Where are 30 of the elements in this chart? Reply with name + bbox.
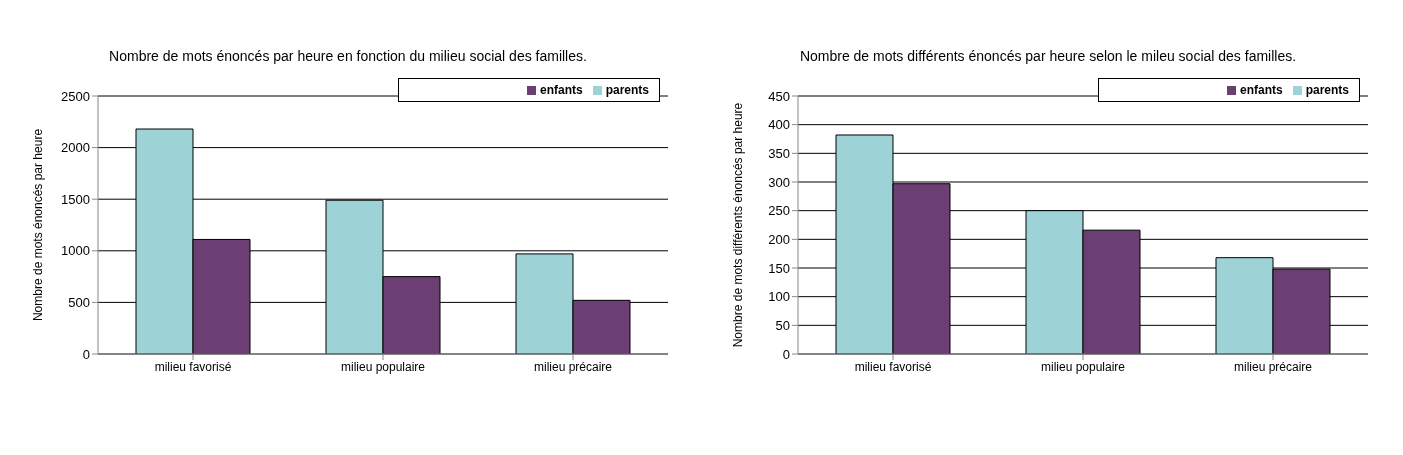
chart-title: Nombre de mots différents énoncés par heure selon le mileu social des familles. bbox=[799, 48, 1297, 64]
y-tick-label: 300 bbox=[768, 174, 790, 190]
x-tick-label: milieu populaire bbox=[340, 359, 426, 374]
y-tick-label: 200 bbox=[768, 231, 790, 247]
x-tick-label: milieu favorisé bbox=[154, 359, 232, 374]
chart-title: Nombre de mots énoncés par heure en fonction du milieu social des familles. bbox=[109, 48, 587, 64]
y-tick-label: 50 bbox=[775, 317, 790, 333]
y-tick-label: 100 bbox=[768, 289, 790, 305]
y-tick-label: 2500 bbox=[61, 88, 90, 104]
y-tick-label: 450 bbox=[768, 88, 790, 104]
y-tick-label: 1000 bbox=[61, 243, 90, 259]
x-tick-label: milieu précaire bbox=[1233, 359, 1313, 374]
y-tick-label: 500 bbox=[68, 295, 90, 311]
y-tick-label: 0 bbox=[82, 346, 90, 362]
legend-label: enfants bbox=[1239, 83, 1283, 97]
legend-label: parents bbox=[605, 83, 649, 97]
legend-label: enfants bbox=[539, 83, 583, 97]
y-tick-label: 1500 bbox=[61, 191, 90, 207]
y-tick-label: 150 bbox=[768, 260, 790, 276]
x-tick-label: milieu précaire bbox=[533, 359, 613, 374]
y-tick-label: 0 bbox=[782, 346, 790, 362]
x-tick-label: milieu populaire bbox=[1040, 359, 1126, 374]
x-tick-label: milieu favorisé bbox=[854, 359, 932, 374]
y-axis-title: Nombre de mots énoncés par heure bbox=[31, 128, 45, 322]
y-tick-label: 250 bbox=[768, 203, 790, 219]
y-tick-label: 2000 bbox=[61, 140, 90, 156]
y-tick-label: 400 bbox=[768, 117, 790, 133]
y-tick-label: 350 bbox=[768, 145, 790, 161]
legend-label: parents bbox=[1305, 83, 1349, 97]
y-axis-title: Nombre de mots différents énoncés par heure bbox=[731, 102, 745, 348]
